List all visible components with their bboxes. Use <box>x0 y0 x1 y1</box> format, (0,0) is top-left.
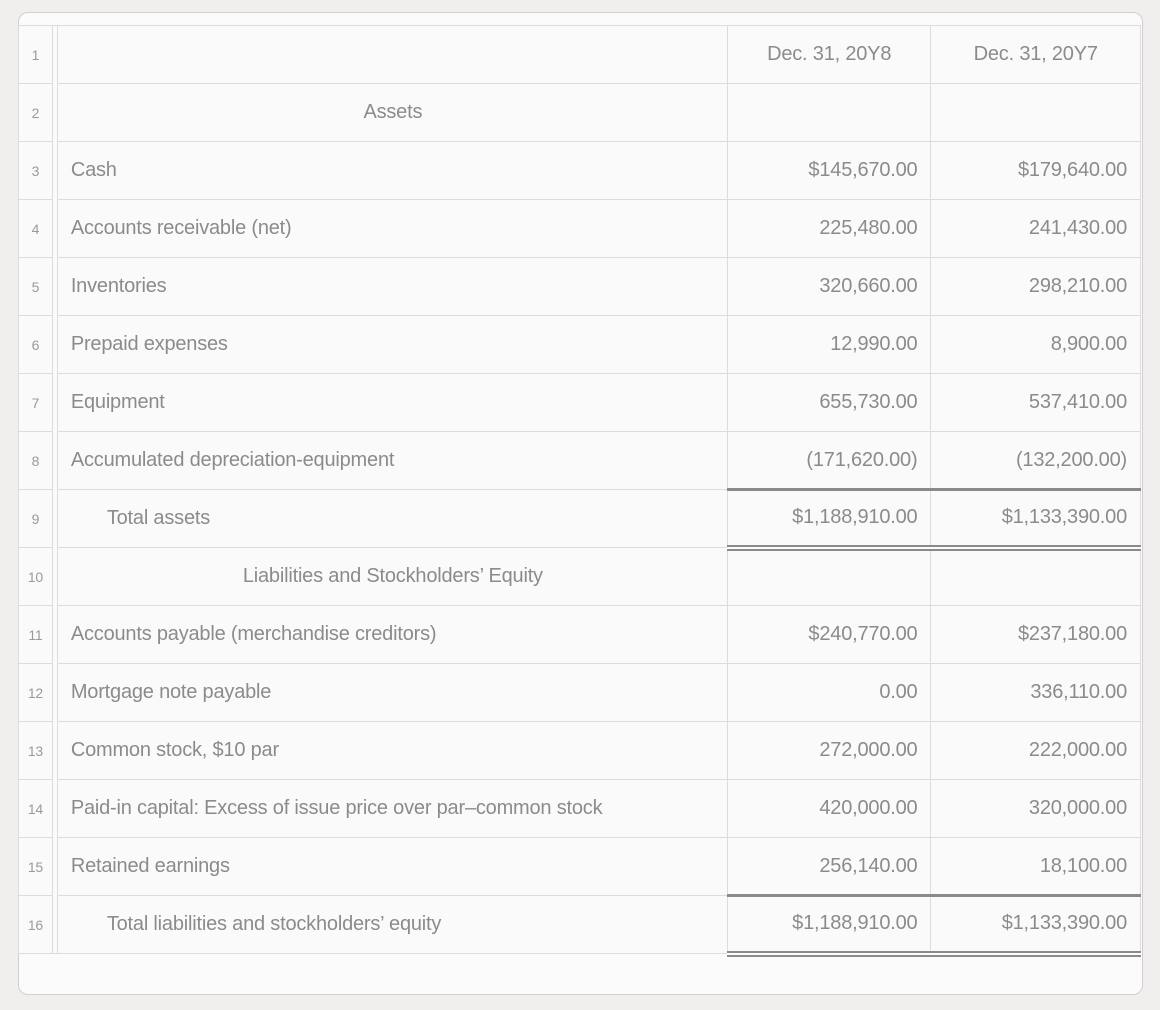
cell-label[interactable]: Accumulated depreciation-equipment <box>56 431 728 490</box>
cell-label[interactable]: Inventories <box>56 257 728 316</box>
row-number: 11 <box>18 605 53 664</box>
cell-value-20y8[interactable]: 420,000.00 <box>726 779 932 838</box>
row-number: 15 <box>18 837 53 896</box>
cell-value-20y7[interactable]: 241,430.00 <box>930 199 1141 258</box>
cell-value-20y8[interactable]: $1,188,910.00 <box>726 894 932 957</box>
row-number: 3 <box>18 141 53 200</box>
section-heading-cell[interactable]: Assets <box>56 83 728 142</box>
table-row: 7 Equipment 655,730.00 537,410.00 <box>18 373 1141 432</box>
section-heading-cell[interactable]: Liabilities and Stockholders’ Equity <box>56 547 728 606</box>
row-number: 8 <box>18 431 53 490</box>
cell-value-20y8[interactable] <box>726 547 932 606</box>
row-number: 12 <box>18 663 53 722</box>
table-row: 11 Accounts payable (merchandise creditor… <box>18 605 1141 664</box>
cell-value-20y8[interactable]: 12,990.00 <box>726 315 932 374</box>
cell-value-20y7[interactable]: $1,133,390.00 <box>930 894 1141 957</box>
balance-sheet-grid: 1 Dec. 31, 20Y8 Dec. 31, 20Y7 2 Assets 3 Cash $… <box>18 25 1141 957</box>
table-row: 8 Accumulated depreciation-equipment (171,… <box>18 431 1141 490</box>
cell-value-20y8[interactable]: 320,660.00 <box>726 257 932 316</box>
cell-label[interactable]: Retained earnings <box>56 837 728 896</box>
cell-label[interactable]: Accounts payable (merchandise creditors) <box>56 605 728 664</box>
cell-label[interactable]: Prepaid expenses <box>56 315 728 374</box>
row-number: 2 <box>18 83 53 142</box>
cell-value-20y7[interactable] <box>930 83 1141 142</box>
table-row: 2 Assets <box>18 83 1141 142</box>
row-number: 10 <box>18 547 53 606</box>
row-number: 16 <box>18 895 53 954</box>
cell-label[interactable]: Mortgage note payable <box>56 663 728 722</box>
cell-value-20y8[interactable]: (171,620.00) <box>726 431 932 490</box>
table-row: 10 Liabilities and Stockholders’ Equity <box>18 547 1141 606</box>
cell-label[interactable] <box>56 25 728 84</box>
cell-label[interactable]: Accounts receivable (net) <box>56 199 728 258</box>
balance-sheet-rows: 1 Dec. 31, 20Y8 Dec. 31, 20Y7 2 Assets 3 Cash $… <box>18 25 1141 957</box>
column-header-20y7[interactable]: Dec. 31, 20Y7 <box>930 25 1141 84</box>
cell-value-20y7[interactable]: (132,200.00) <box>930 431 1141 490</box>
cell-value-20y7[interactable]: 537,410.00 <box>930 373 1141 432</box>
table-row: 13 Common stock, $10 par 272,000.00 222,000… <box>18 721 1141 780</box>
cell-value-20y7[interactable]: 336,110.00 <box>930 663 1141 722</box>
cell-label[interactable]: Total liabilities and stockholders’ equi… <box>56 895 728 954</box>
cell-label[interactable]: Paid-in capital: Excess of issue price o… <box>56 779 728 838</box>
cell-value-20y7[interactable]: $1,133,390.00 <box>930 488 1141 551</box>
row-number: 9 <box>18 489 53 548</box>
cell-label[interactable]: Cash <box>56 141 728 200</box>
cell-value-20y7[interactable]: 18,100.00 <box>930 837 1141 896</box>
cell-value-20y8[interactable]: 0.00 <box>726 663 932 722</box>
cell-label[interactable]: Equipment <box>56 373 728 432</box>
cell-value-20y8[interactable] <box>726 83 932 142</box>
cell-value-20y7[interactable]: 320,000.00 <box>930 779 1141 838</box>
cell-value-20y8[interactable]: 225,480.00 <box>726 199 932 258</box>
table-row: 16 Total liabilities and stockholders’ eq… <box>18 894 1141 957</box>
cell-value-20y7[interactable]: $179,640.00 <box>930 141 1141 200</box>
cell-label[interactable]: Common stock, $10 par <box>56 721 728 780</box>
table-row: 4 Accounts receivable (net) 225,480.00 241,… <box>18 199 1141 258</box>
cell-value-20y8[interactable]: 272,000.00 <box>726 721 932 780</box>
row-number: 6 <box>18 315 53 374</box>
table-row: 14 Paid-in capital: Excess of issue price… <box>18 779 1141 838</box>
cell-value-20y7[interactable]: 298,210.00 <box>930 257 1141 316</box>
row-number: 13 <box>18 721 53 780</box>
cell-value-20y7[interactable] <box>930 547 1141 606</box>
row-number: 14 <box>18 779 53 838</box>
row-number: 7 <box>18 373 53 432</box>
cell-value-20y8[interactable]: $145,670.00 <box>726 141 932 200</box>
row-number: 5 <box>18 257 53 316</box>
column-header-20y8[interactable]: Dec. 31, 20Y8 <box>726 25 932 84</box>
cell-value-20y7[interactable]: 8,900.00 <box>930 315 1141 374</box>
table-row: 1 Dec. 31, 20Y8 Dec. 31, 20Y7 <box>18 25 1141 84</box>
table-row: 9 Total assets $1,188,910.00 $1,133,390.00 <box>18 488 1141 551</box>
cell-value-20y8[interactable]: 655,730.00 <box>726 373 932 432</box>
table-row: 12 Mortgage note payable 0.00 336,110.00 <box>18 663 1141 722</box>
cell-value-20y7[interactable]: 222,000.00 <box>930 721 1141 780</box>
cell-value-20y8[interactable]: 256,140.00 <box>726 837 932 896</box>
row-number: 4 <box>18 199 53 258</box>
cell-label[interactable]: Total assets <box>56 489 728 548</box>
cell-value-20y8[interactable]: $240,770.00 <box>726 605 932 664</box>
cell-value-20y7[interactable]: $237,180.00 <box>930 605 1141 664</box>
worksheet-panel: 1 Dec. 31, 20Y8 Dec. 31, 20Y7 2 Assets 3 Cash $… <box>18 12 1143 995</box>
table-row: 5 Inventories 320,660.00 298,210.00 <box>18 257 1141 316</box>
row-number: 1 <box>18 25 53 84</box>
table-row: 3 Cash $145,670.00 $179,640.00 <box>18 141 1141 200</box>
table-row: 6 Prepaid expenses 12,990.00 8,900.00 <box>18 315 1141 374</box>
cell-value-20y8[interactable]: $1,188,910.00 <box>726 488 932 551</box>
table-row: 15 Retained earnings 256,140.00 18,100.00 <box>18 837 1141 896</box>
